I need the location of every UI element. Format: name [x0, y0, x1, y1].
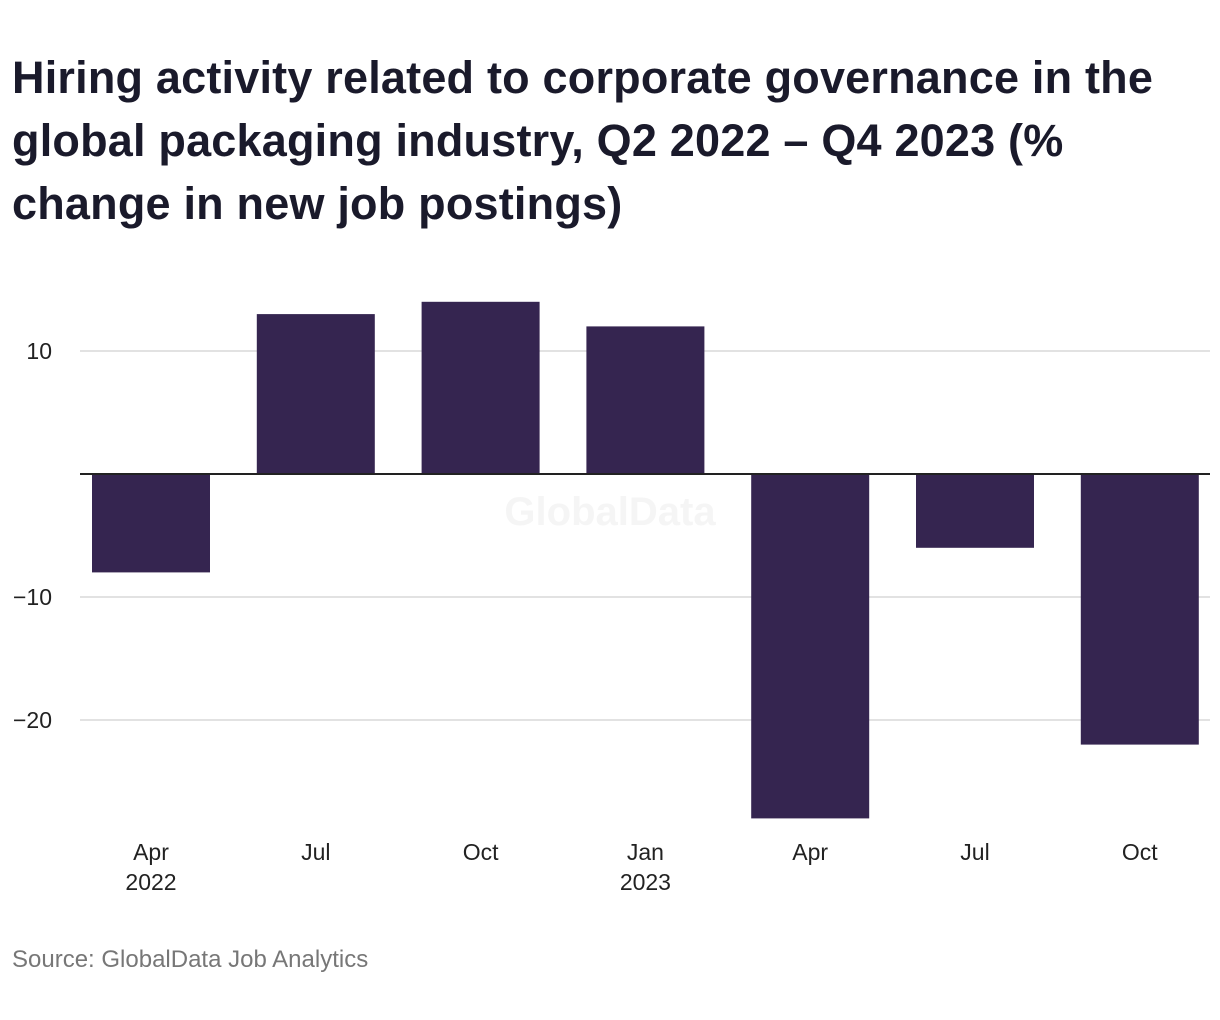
x-tick-label: Jul: [960, 839, 989, 865]
x-tick-label: Jul: [301, 839, 330, 865]
x-tick-label: Oct: [463, 839, 499, 865]
watermark: GlobalData: [504, 490, 716, 534]
x-tick-label: 2023: [620, 869, 671, 895]
bar: [586, 326, 705, 474]
bar: [1080, 474, 1199, 745]
x-tick-label: Apr: [133, 839, 169, 865]
chart-title: Hiring activity related to corporate gov…: [12, 52, 1154, 229]
x-tick-label: Jan: [627, 839, 664, 865]
y-tick-label: −10: [13, 584, 52, 610]
y-tick-labels: 10 −10 −20: [13, 338, 52, 733]
y-tick-label: 10: [26, 338, 52, 364]
bar: [916, 474, 1034, 548]
y-tick-label: −20: [13, 707, 52, 733]
x-tick-labels: Apr 2022 Jul Oct Jan 2023 Apr Jul Oct: [125, 839, 1158, 895]
bar: [256, 314, 375, 474]
source-note: Source: GlobalData Job Analytics: [12, 946, 369, 973]
x-tick-label: Oct: [1122, 839, 1158, 865]
bars: [92, 301, 1199, 819]
x-tick-label: Apr: [792, 839, 828, 865]
bar: [421, 301, 540, 474]
bar: [92, 474, 210, 573]
x-tick-label: 2022: [125, 869, 176, 895]
bar: [751, 474, 870, 819]
